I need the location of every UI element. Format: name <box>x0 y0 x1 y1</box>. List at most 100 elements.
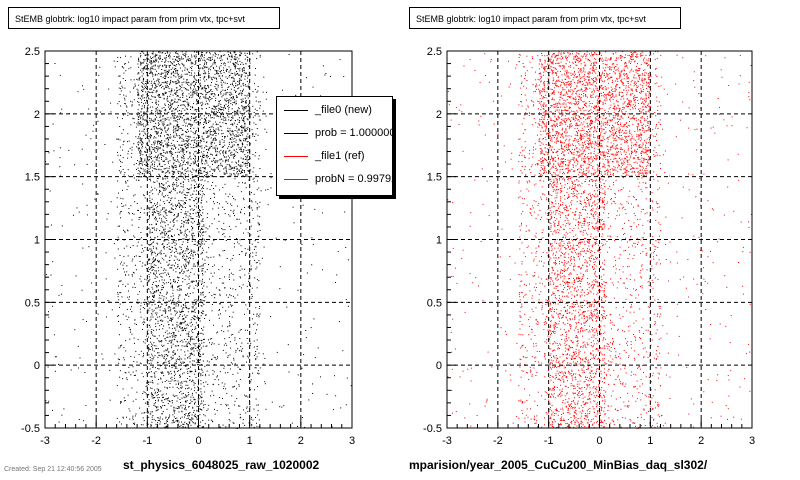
data-point <box>198 197 200 199</box>
data-point <box>198 110 199 112</box>
data-point <box>154 375 156 377</box>
data-point <box>179 59 181 61</box>
data-point <box>202 186 203 188</box>
data-point <box>243 72 245 74</box>
data-point <box>175 152 177 154</box>
data-point <box>146 111 148 113</box>
data-point <box>187 276 189 278</box>
data-point <box>146 117 148 119</box>
data-point <box>199 152 201 154</box>
data-point <box>148 280 149 282</box>
data-point <box>258 158 260 160</box>
data-point <box>162 207 164 209</box>
data-point <box>195 417 197 419</box>
data-point <box>182 329 184 331</box>
data-point <box>179 323 181 325</box>
data-point <box>176 417 178 419</box>
data-point <box>169 400 171 402</box>
data-point <box>253 426 255 428</box>
data-point <box>248 376 250 378</box>
data-point <box>169 306 170 308</box>
data-point <box>209 278 210 280</box>
data-point <box>255 351 257 352</box>
data-point <box>161 221 163 223</box>
data-point <box>197 134 198 136</box>
data-point <box>152 344 154 346</box>
data-point <box>168 104 169 106</box>
data-point <box>176 249 178 251</box>
data-point <box>194 345 196 347</box>
data-point <box>150 98 152 100</box>
data-point <box>156 86 158 87</box>
data-point <box>171 402 173 404</box>
data-point <box>166 151 168 153</box>
data-point <box>205 159 207 161</box>
data-point <box>186 364 188 366</box>
data-point <box>245 108 247 110</box>
data-point <box>177 214 179 216</box>
data-point <box>186 73 188 75</box>
data-point <box>189 60 191 62</box>
data-point <box>160 143 162 145</box>
data-point <box>153 209 155 211</box>
data-point <box>145 91 147 93</box>
data-point <box>180 387 182 389</box>
data-point <box>244 107 245 109</box>
data-point <box>201 159 203 161</box>
data-point <box>127 255 129 257</box>
data-point <box>193 382 195 384</box>
data-point <box>190 84 192 86</box>
data-point <box>162 372 164 374</box>
data-point <box>214 146 216 148</box>
data-point <box>158 260 160 262</box>
data-point <box>157 259 159 261</box>
data-point <box>179 64 181 66</box>
data-point <box>175 120 177 122</box>
data-point <box>166 66 167 68</box>
data-point <box>177 101 179 103</box>
data-point <box>207 84 209 86</box>
data-point <box>122 144 124 146</box>
data-point <box>181 74 183 76</box>
data-point <box>247 127 249 129</box>
data-point <box>187 211 189 213</box>
data-point <box>146 228 148 230</box>
data-point <box>174 362 176 364</box>
data-point <box>157 409 159 411</box>
data-point <box>214 297 216 299</box>
data-point <box>243 127 245 129</box>
data-point <box>197 361 199 363</box>
data-point <box>183 160 185 162</box>
data-point <box>153 181 155 183</box>
data-point <box>177 282 178 284</box>
data-point <box>249 400 250 402</box>
data-point <box>208 247 210 249</box>
data-point <box>202 59 204 61</box>
data-point <box>147 244 149 246</box>
data-point <box>194 138 196 140</box>
data-point <box>235 351 237 353</box>
data-point <box>172 130 174 132</box>
data-point <box>147 82 149 84</box>
data-point <box>163 195 165 197</box>
data-point <box>170 80 172 82</box>
data-point <box>191 381 193 383</box>
data-point <box>151 84 153 86</box>
data-point <box>146 385 148 387</box>
data-point <box>166 98 168 100</box>
data-point <box>178 148 180 150</box>
data-point <box>139 142 141 144</box>
data-point <box>199 317 201 319</box>
data-point <box>204 168 206 170</box>
data-point <box>181 382 183 384</box>
data-point <box>176 64 178 65</box>
data-point <box>154 163 155 165</box>
data-point <box>200 84 202 86</box>
data-point <box>155 168 157 170</box>
data-point <box>177 171 179 173</box>
data-point <box>232 274 234 275</box>
data-point <box>125 105 127 107</box>
data-point <box>203 132 205 134</box>
data-point <box>232 144 234 146</box>
data-point <box>244 97 246 99</box>
